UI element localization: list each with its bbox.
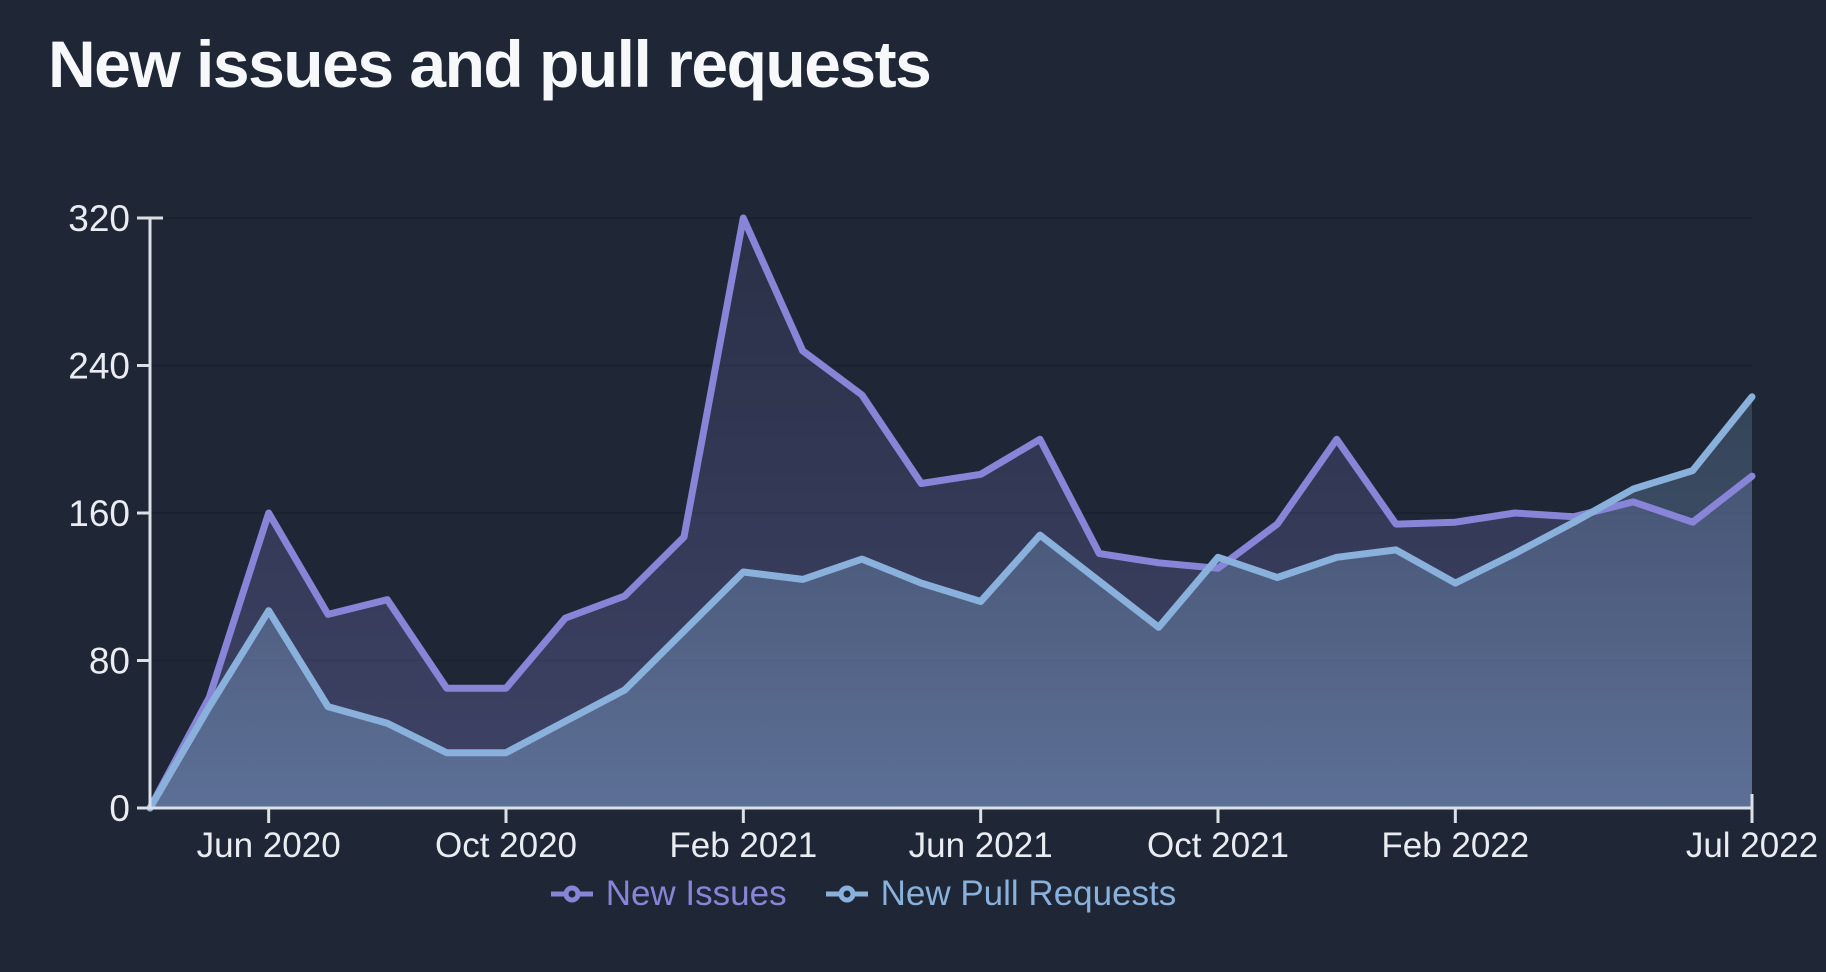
y-tick-label: 240: [68, 346, 130, 387]
y-tick-label: 80: [89, 641, 130, 682]
y-tick-label: 160: [68, 493, 130, 534]
line-dot-marker-icon: [825, 885, 868, 902]
x-tick-label: Feb 2022: [1381, 826, 1529, 865]
y-tick-label: 0: [109, 788, 130, 829]
chart-title: New issues and pull requests: [48, 27, 932, 101]
line-new-issues: [146, 214, 1756, 812]
axis-tick-labels: 0 80 160 240 320 Jun 2020 Oct 2020 Feb 2021 Jun …: [68, 198, 1818, 865]
line-new-pull-requests: [146, 393, 1756, 812]
legend-item-new-issues: New Issues: [550, 876, 787, 911]
chart-legend: New Issues New Pull Requests: [0, 876, 1826, 911]
series-lines: [146, 214, 1756, 812]
x-tick-label: Jun 2020: [197, 826, 341, 865]
legend-item-new-pull-requests: New Pull Requests: [825, 874, 1177, 913]
area-new-pull-requests: [150, 396, 1752, 808]
plot-area[interactable]: [150, 218, 1752, 808]
x-tick-label: Jul 2022: [1686, 826, 1818, 865]
line-dot-marker-icon: [550, 885, 593, 902]
y-tick-label: 320: [68, 198, 130, 239]
axes: [137, 216, 1754, 823]
x-tick-label: Jun 2021: [909, 826, 1053, 865]
legend-label: New Pull Requests: [880, 874, 1177, 913]
x-tick-label: Oct 2021: [1147, 826, 1289, 865]
legend-label: New Issues: [605, 874, 787, 913]
series-areas: [150, 218, 1752, 808]
x-tick-label: Oct 2020: [435, 826, 577, 865]
x-tick-label: Feb 2021: [669, 826, 817, 865]
